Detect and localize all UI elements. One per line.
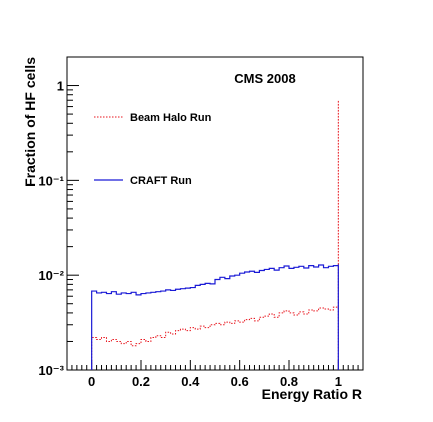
y-tick-label-3: 10⁻³ — [38, 363, 64, 378]
series-layer — [91, 100, 339, 370]
x-axis-ticks — [66, 360, 364, 370]
y-tick-label-0: 1 — [57, 79, 64, 94]
x-tick-label-5: 1 — [335, 374, 342, 389]
plot-frame — [66, 56, 364, 371]
x-tick-label-0: 0 — [88, 374, 95, 389]
series-line-beam-halo — [91, 100, 339, 370]
x-tick-label-2: 0.4 — [181, 374, 200, 389]
y-tick-label-2: 10⁻² — [38, 268, 64, 283]
legend-label-craft: CRAFT Run — [130, 175, 192, 187]
x-axis-label: Energy Ratio R — [262, 386, 362, 402]
series-line-craft — [91, 264, 339, 370]
y-axis-ticks — [67, 56, 79, 371]
y-tick-label-1: 10⁻¹ — [38, 173, 64, 188]
legend-label-beam-halo: Beam Halo Run — [130, 112, 212, 124]
x-tick-label-4: 0.8 — [280, 374, 298, 389]
y-axis-label: Fraction of HF cells — [22, 57, 38, 187]
x-tick-label-3: 0.6 — [231, 374, 249, 389]
x-tick-label-1: 0.2 — [132, 374, 150, 389]
chart-title: CMS 2008 — [234, 71, 295, 86]
